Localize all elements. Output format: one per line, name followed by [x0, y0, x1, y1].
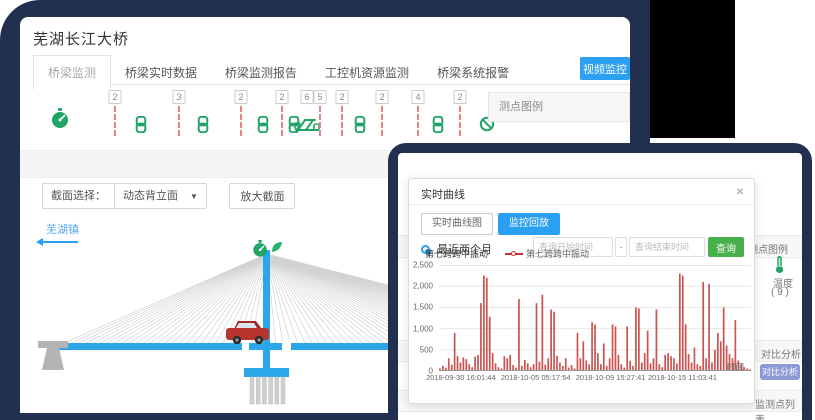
recent-range-radio-row: 最近两个月 [421, 241, 492, 257]
chain-icon [257, 115, 269, 138]
chart-x-axis-title: 时间 [727, 362, 745, 372]
sensor-count-badge: 3 [172, 90, 186, 104]
chain-icon [432, 115, 444, 138]
dashed-marker-line [319, 106, 321, 136]
chart-title: 第七跨跨中振动 [425, 249, 489, 259]
legend-label: 第七跨跨中振动 [526, 249, 590, 259]
chain-icon [354, 115, 366, 138]
dashed-marker-line [114, 106, 116, 136]
dashed-marker-line [459, 106, 461, 136]
modal-tab-bar: 实时曲线图 监控回放 [421, 213, 565, 235]
tab-3[interactable]: 工控机资源监测 [325, 66, 410, 80]
vibration-chart [439, 265, 751, 371]
dashed-marker-line [240, 106, 242, 136]
gauge-icon [51, 108, 70, 134]
car [226, 321, 269, 345]
sensor-count-badge: 2 [335, 90, 349, 104]
section-select-group: 截面选择： 动态背立面 ▼ [42, 183, 207, 209]
pier-piles [249, 376, 286, 405]
radio-label: 最近两个月 [437, 244, 493, 256]
tab-0[interactable]: 桥梁监测 [33, 55, 112, 90]
dashed-marker-line [281, 106, 283, 136]
enlarge-section-button[interactable]: 放大截面 [229, 183, 296, 209]
bridge-deck [58, 343, 622, 350]
compare-analysis-button[interactable]: 对比分析 [760, 364, 800, 380]
tab-1[interactable]: 桥梁实时数据 [125, 66, 198, 80]
date-separator: - [615, 237, 627, 257]
bridge-diagram [38, 240, 622, 405]
sensor-count-badge: 2 [108, 90, 122, 104]
radio-selected-icon[interactable] [421, 245, 431, 255]
sensor-count-badge: 5 [313, 90, 327, 104]
dashed-marker-line [417, 106, 419, 136]
direction-arrow-left [36, 238, 80, 246]
gauge-icon[interactable] [253, 240, 267, 257]
start-time-input[interactable] [533, 237, 613, 257]
thermometer-icon[interactable] [774, 255, 785, 279]
dashed-marker-line [381, 106, 383, 136]
chain-icon [135, 115, 147, 138]
sensor-count-badge: 6 [300, 90, 314, 104]
modal-header: 实时曲线 × [409, 179, 754, 205]
tab-4[interactable]: 桥梁系统报警 [437, 66, 510, 80]
section-select[interactable]: 动态背立面 ▼ [114, 184, 206, 208]
end-time-input[interactable] [629, 237, 705, 257]
legend-line-icon [505, 250, 523, 258]
bridge-pylon [263, 250, 270, 370]
chart-y-axis-labels: 0 500 1,000 1,500 2,000 2,500 [412, 260, 433, 376]
chart-x-axis-labels: 2018-09-30 16:01:44 2018-10-05 05:17:54 20… [426, 373, 717, 382]
section-select-row: 截面选择： 动态背立面 ▼ 放大截面 [42, 183, 296, 209]
tab-2[interactable]: 桥梁监测报告 [225, 66, 298, 80]
chevron-down-icon: ▼ [190, 192, 198, 201]
section-select-label: 截面选择： [51, 190, 106, 202]
page-title: 芜湖长江大桥 [33, 31, 130, 48]
compare-section-title: 对比分析 [761, 350, 801, 361]
modal-title: 实时曲线 [421, 189, 465, 201]
close-icon[interactable]: × [735, 183, 744, 199]
prohibit-icon [479, 116, 495, 137]
modal-tab-1[interactable]: 监控回放 [498, 213, 560, 235]
sensor-count-badge: 4 [411, 90, 425, 104]
point-list-title: 监测点列表 [755, 400, 795, 420]
sensor-count-badge: 2 [375, 90, 389, 104]
modal-tab-0[interactable]: 实时曲线图 [421, 213, 493, 235]
sensor-count-badge: 2 [234, 90, 248, 104]
video-monitor-button[interactable]: 视频监控 [580, 57, 630, 80]
chain-icon [197, 115, 209, 138]
bridge-abutment [38, 341, 68, 370]
sensor-count-badge: 2 [453, 90, 467, 104]
query-button[interactable]: 查询 [708, 237, 744, 257]
dashed-marker-line [178, 106, 180, 136]
temperature-label: 温度 [773, 279, 793, 290]
bridge-cables [61, 253, 620, 345]
temperature-count: ( 9 ) [771, 287, 789, 298]
bearing-icon [294, 116, 320, 138]
chart-legend[interactable]: 第七跨跨中振动 [505, 247, 589, 260]
leaf-icon[interactable] [272, 242, 282, 252]
dashed-marker-line [341, 106, 343, 136]
sensor-count-badge: 2 [275, 90, 289, 104]
main-tab-bar: 桥梁监测 桥梁实时数据 桥梁监测报告 工控机资源监测 桥梁系统报警 [33, 54, 630, 90]
legend-panel-header: 测点图例 [488, 92, 630, 122]
pier-cap [244, 368, 289, 377]
background-black-region [650, 0, 735, 138]
inner-legend-title: 测点图例 [748, 245, 788, 256]
direction-label: 芜湖镇 [46, 224, 79, 236]
